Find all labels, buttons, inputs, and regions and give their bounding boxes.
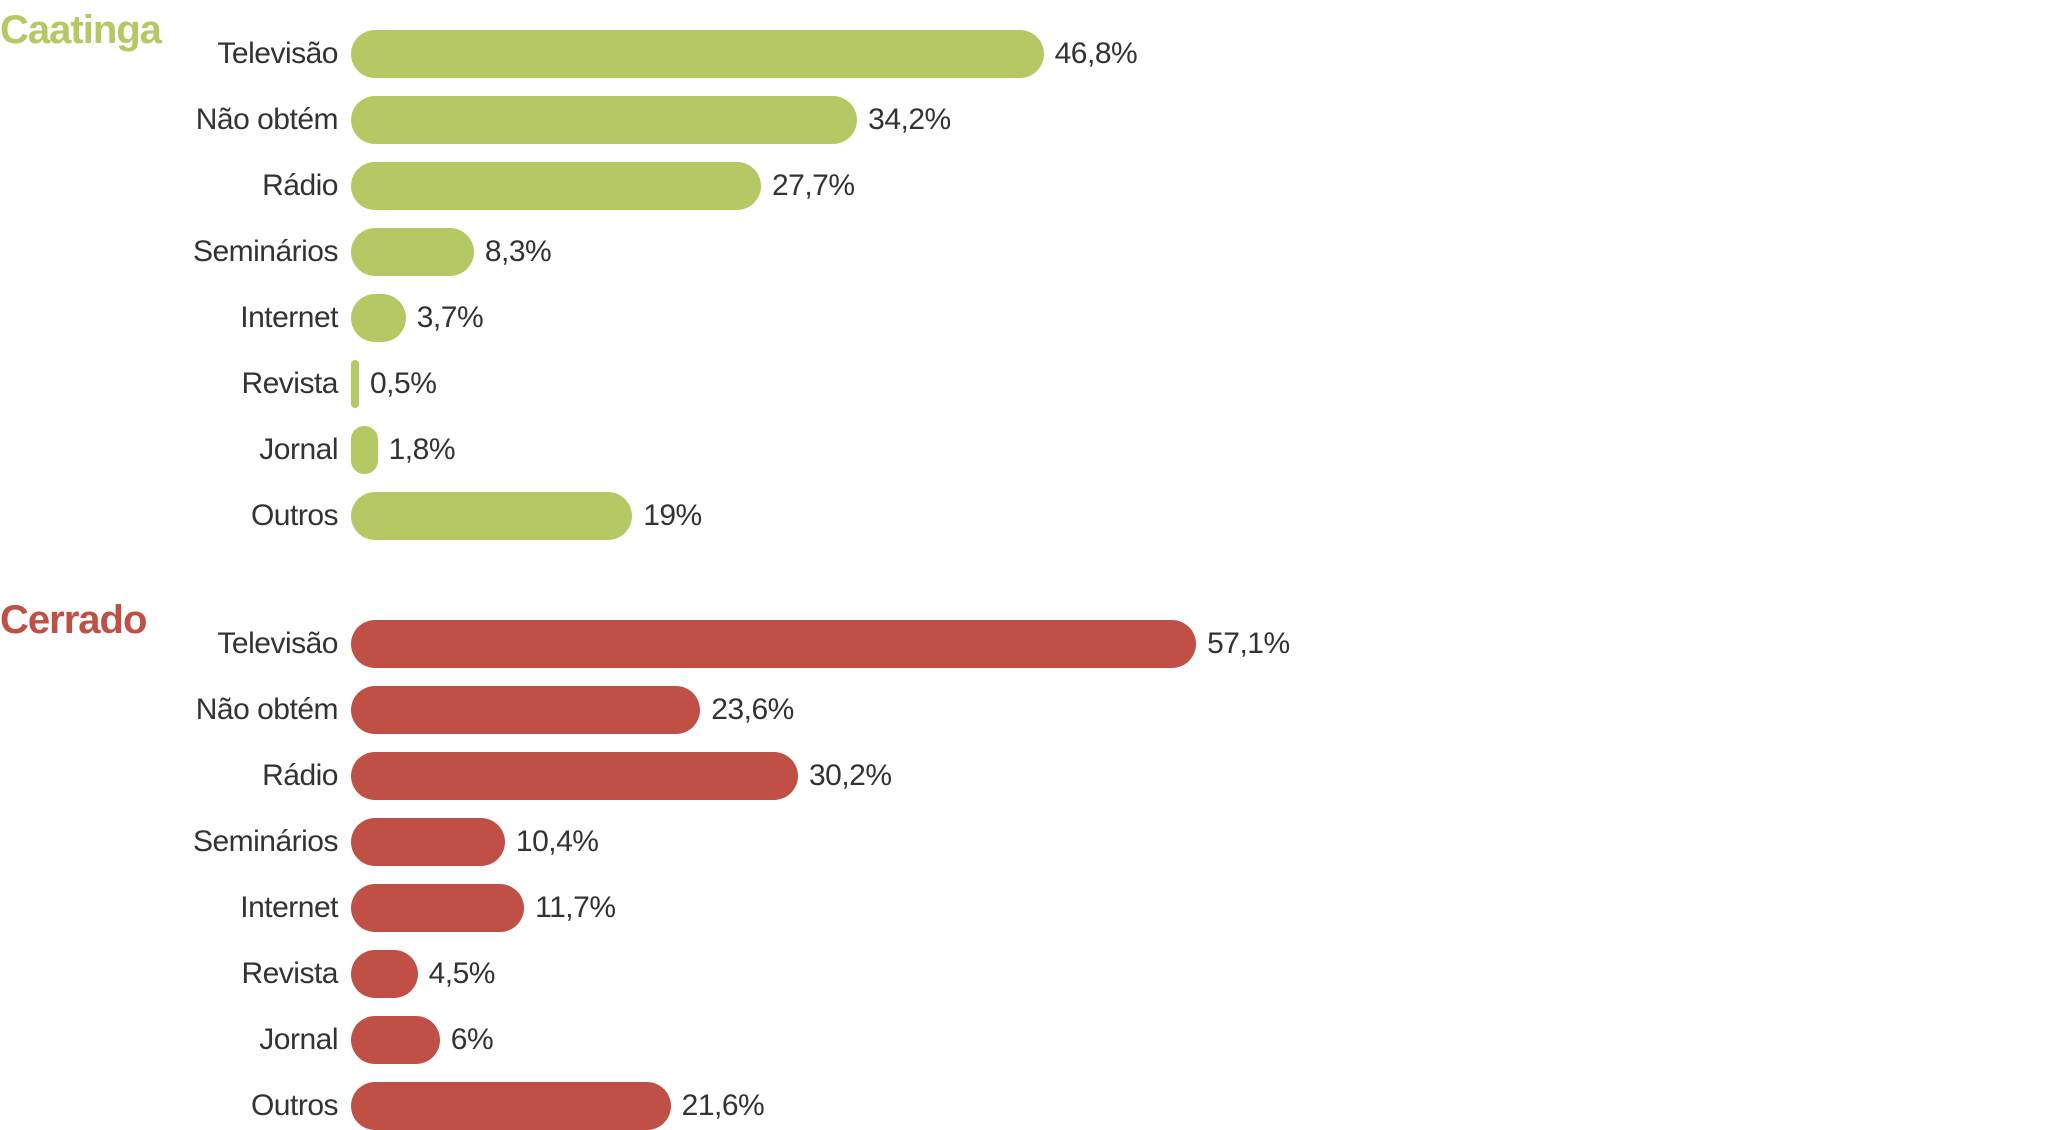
- bar: [351, 752, 798, 800]
- bar: [351, 1016, 440, 1064]
- category-label: Rádio: [262, 759, 338, 792]
- bar: [351, 620, 1197, 668]
- value-label: 11,7%: [535, 891, 616, 924]
- chart-area: Caatinga Televisão 46,8% Não obtém 34,2% Rádi…: [0, 8, 1290, 1130]
- category-label: Televisão: [217, 627, 338, 660]
- bar: [351, 162, 761, 210]
- value-label: 21,6%: [681, 1089, 765, 1122]
- category-label: Outros: [250, 1089, 339, 1122]
- category-label: Revista: [241, 957, 338, 990]
- category-label: Não obtém: [195, 103, 339, 136]
- value-label: 27,7%: [771, 169, 855, 202]
- bar: [351, 1082, 671, 1130]
- value-label: 10,4%: [515, 825, 599, 858]
- value-label: 19%: [643, 499, 702, 532]
- category-label: Não obtém: [195, 693, 339, 726]
- group-title-caatinga: Caatinga: [0, 8, 162, 52]
- bar: [351, 426, 378, 474]
- value-label: 30,2%: [808, 759, 892, 792]
- category-label: Jornal: [259, 1023, 338, 1056]
- category-label: Rádio: [262, 169, 338, 202]
- category-label: Outros: [250, 499, 339, 532]
- bar: [351, 686, 701, 734]
- value-label: 57,1%: [1207, 627, 1290, 660]
- bar: [351, 96, 858, 144]
- category-label: Jornal: [259, 433, 338, 466]
- bar: [351, 228, 474, 276]
- bar: [351, 818, 505, 866]
- bar: [351, 30, 1044, 78]
- value-label: 8,3%: [484, 235, 552, 268]
- bar: [351, 492, 633, 540]
- category-label: Televisão: [217, 37, 338, 70]
- value-label: 4,5%: [428, 957, 496, 990]
- group-title-cerrado: Cerrado: [0, 598, 147, 642]
- bar: [351, 294, 406, 342]
- bar: [351, 884, 525, 932]
- bar: [351, 950, 418, 998]
- value-label: 46,8%: [1054, 37, 1138, 70]
- category-label: Internet: [240, 301, 338, 334]
- value-label: 0,5%: [370, 367, 437, 400]
- value-label: 6%: [450, 1023, 494, 1056]
- category-label: Internet: [240, 891, 338, 924]
- value-label: 23,6%: [711, 693, 794, 726]
- category-label: Seminários: [192, 235, 339, 268]
- value-label: 34,2%: [868, 103, 951, 136]
- value-label: 3,7%: [416, 301, 484, 334]
- value-label: 1,8%: [388, 433, 456, 466]
- category-label: Revista: [241, 367, 338, 400]
- bar: [351, 360, 359, 408]
- category-label: Seminários: [192, 825, 339, 858]
